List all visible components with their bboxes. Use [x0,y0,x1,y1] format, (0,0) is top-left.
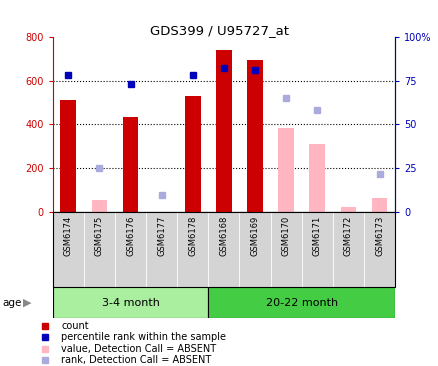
Text: GDS399 / U95727_at: GDS399 / U95727_at [150,24,288,37]
Bar [371,198,386,212]
Bar [301,212,332,287]
Bar [53,287,208,318]
Text: GSM6172: GSM6172 [343,216,352,256]
Text: GSM6168: GSM6168 [219,216,228,257]
Bar [53,212,84,287]
Text: GSM6173: GSM6173 [374,216,383,257]
Bar [208,212,239,287]
Text: rank, Detection Call = ABSENT: rank, Detection Call = ABSENT [61,355,211,365]
Bar [270,212,301,287]
Bar [177,212,208,287]
Bar [84,212,115,287]
Bar [309,144,324,212]
Text: GSM6169: GSM6169 [250,216,259,256]
Bar [60,100,76,212]
Bar [184,96,200,212]
Text: age: age [2,298,21,308]
Text: percentile rank within the sample: percentile rank within the sample [61,332,226,343]
Text: GSM6178: GSM6178 [188,216,197,257]
Text: GSM6176: GSM6176 [126,216,135,257]
Bar [146,212,177,287]
Bar [239,212,270,287]
Text: GSM6174: GSM6174 [64,216,73,256]
Bar [247,60,262,212]
Text: 3-4 month: 3-4 month [101,298,159,308]
Text: GSM6175: GSM6175 [95,216,104,256]
Bar [115,212,146,287]
Text: value, Detection Call = ABSENT: value, Detection Call = ABSENT [61,344,216,354]
Bar [363,212,394,287]
Text: GSM6177: GSM6177 [157,216,166,257]
Bar [278,128,293,212]
Bar [215,50,231,212]
Bar [208,287,394,318]
Bar [123,117,138,212]
Text: ▶: ▶ [23,298,31,308]
Text: GSM6170: GSM6170 [281,216,290,256]
Text: 20-22 month: 20-22 month [265,298,337,308]
Bar [332,212,363,287]
Bar [340,208,355,212]
Text: GSM6171: GSM6171 [312,216,321,256]
Bar [92,200,107,212]
Text: count: count [61,321,89,331]
